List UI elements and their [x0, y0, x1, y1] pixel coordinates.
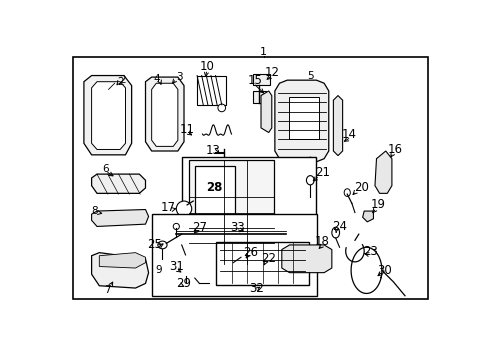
Ellipse shape — [158, 241, 167, 249]
Bar — [253, 91, 265, 103]
Bar — [182, 157, 316, 271]
Ellipse shape — [173, 223, 179, 230]
Ellipse shape — [306, 157, 313, 163]
Polygon shape — [281, 245, 331, 273]
Bar — [189, 160, 274, 264]
Text: 2: 2 — [117, 77, 123, 87]
Text: 33: 33 — [230, 221, 245, 234]
Polygon shape — [374, 151, 391, 193]
Ellipse shape — [306, 176, 313, 185]
Polygon shape — [84, 76, 131, 155]
Text: 20: 20 — [353, 181, 368, 194]
Ellipse shape — [176, 201, 191, 216]
Bar — [197, 76, 226, 105]
Text: 28: 28 — [205, 181, 222, 194]
Text: 5: 5 — [306, 71, 313, 81]
Polygon shape — [362, 211, 373, 222]
Polygon shape — [241, 251, 256, 264]
Bar — [253, 74, 270, 85]
Ellipse shape — [218, 104, 225, 112]
Polygon shape — [151, 83, 178, 147]
Text: 13: 13 — [205, 144, 220, 157]
Bar — [194, 166, 234, 214]
Polygon shape — [182, 266, 316, 271]
Ellipse shape — [344, 189, 349, 197]
Polygon shape — [145, 77, 183, 151]
Text: 31: 31 — [168, 260, 183, 273]
Text: 32: 32 — [248, 282, 264, 294]
Text: 15: 15 — [247, 74, 262, 87]
Polygon shape — [256, 257, 268, 271]
Polygon shape — [91, 174, 145, 193]
Text: 9: 9 — [155, 265, 162, 275]
Text: 23: 23 — [362, 244, 377, 258]
Text: 10: 10 — [199, 60, 214, 73]
Text: 30: 30 — [376, 264, 391, 277]
Text: 22: 22 — [261, 252, 276, 265]
Text: 29: 29 — [176, 277, 191, 290]
Polygon shape — [91, 82, 125, 149]
Text: 27: 27 — [191, 221, 206, 234]
Text: 2: 2 — [119, 75, 125, 85]
Bar — [73, 57, 427, 299]
Text: 17: 17 — [161, 202, 176, 215]
Text: 18: 18 — [315, 235, 329, 248]
Bar — [183, 264, 314, 274]
Text: 1: 1 — [260, 48, 267, 58]
Bar — [151, 214, 317, 296]
Text: 25: 25 — [147, 238, 162, 251]
Text: 21: 21 — [314, 166, 329, 179]
Text: 7: 7 — [103, 285, 110, 294]
Polygon shape — [91, 210, 148, 226]
Text: 16: 16 — [386, 143, 402, 156]
Bar — [289, 97, 318, 139]
Polygon shape — [261, 91, 271, 132]
Ellipse shape — [191, 274, 198, 278]
Text: 4: 4 — [153, 73, 159, 84]
Text: 6: 6 — [102, 164, 108, 174]
Bar — [216, 242, 308, 285]
Polygon shape — [99, 253, 145, 268]
Text: 14: 14 — [341, 127, 356, 140]
Text: 11: 11 — [179, 123, 194, 136]
Text: 8: 8 — [91, 206, 98, 216]
Polygon shape — [333, 95, 342, 156]
Polygon shape — [274, 80, 328, 162]
Polygon shape — [187, 286, 212, 291]
Text: 3: 3 — [176, 72, 183, 82]
Text: 19: 19 — [370, 198, 385, 211]
Text: 24: 24 — [331, 220, 346, 233]
Polygon shape — [182, 230, 199, 247]
Polygon shape — [91, 253, 148, 288]
Text: 26: 26 — [242, 246, 257, 259]
Ellipse shape — [182, 270, 189, 276]
Text: 12: 12 — [264, 66, 279, 79]
Ellipse shape — [331, 227, 339, 238]
